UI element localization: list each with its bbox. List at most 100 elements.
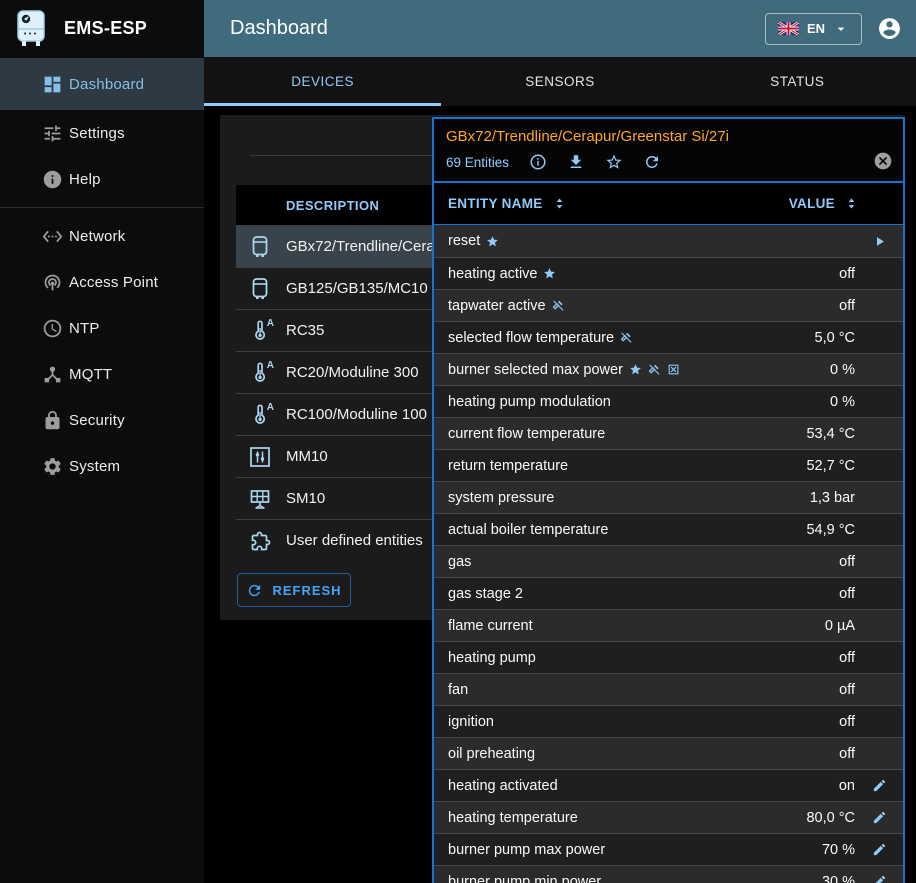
entity-row-heating-activated[interactable]: heating activated on [434, 769, 903, 801]
sidebar-item-help[interactable]: Help [0, 156, 204, 202]
sidebar-item-label: System [69, 457, 121, 475]
edit-icon[interactable] [872, 810, 887, 825]
download-icon[interactable] [567, 153, 585, 171]
entity-name: heating pump [448, 649, 536, 666]
solar-icon [250, 489, 270, 509]
refresh-icon [249, 584, 261, 596]
entity-row-current-flow-temperature: current flow temperature 53,4 °C [434, 417, 903, 449]
star-icon [629, 364, 641, 375]
entity-value: off [839, 649, 855, 666]
entities-count: 69 Entities [446, 154, 510, 170]
device-title: GBx72/Trendline/Cerapur/Greenstar Si/27i [446, 128, 729, 145]
lock-icon [45, 410, 60, 429]
refresh-icon[interactable] [643, 153, 661, 171]
entity-row-heating-temperature[interactable]: heating temperature 80,0 °C [434, 801, 903, 833]
entity-name-column-label: ENTITY NAME [448, 196, 543, 211]
ethernet-icon [42, 230, 63, 242]
sidebar-item-system[interactable]: System [0, 443, 204, 489]
entity-row-tapwater-active: tapwater active off [434, 289, 903, 321]
entity-name: ignition [448, 713, 494, 730]
sidebar-item-network[interactable]: Network [0, 213, 204, 259]
entity-value: on [838, 777, 855, 794]
tab-sensors[interactable]: SENSORS [441, 57, 678, 106]
entity-row-fan: fan off [434, 673, 903, 705]
info-icon[interactable] [529, 153, 547, 171]
sidebar-item-label: Network [69, 227, 126, 245]
sidebar-item-ntp[interactable]: NTP [0, 305, 204, 351]
entity-name: return temperature [448, 457, 569, 474]
sidebar-nav: Dashboard Settings Help Network Access P… [0, 58, 204, 489]
entity-name: heating pump modulation [448, 393, 611, 410]
entity-value: 0 % [830, 393, 855, 410]
tab-devices[interactable]: DEVICES [204, 57, 442, 106]
value-column-label: VALUE [788, 196, 835, 211]
wifi-tethering-icon [44, 274, 61, 290]
gear-icon [44, 457, 61, 475]
device-name: User defined entities [286, 532, 423, 549]
sidebar-item-label: Dashboard [69, 75, 145, 93]
tab-label: DEVICES [291, 74, 355, 89]
star-icon [544, 268, 556, 279]
refresh-button[interactable]: REFRESH [237, 573, 351, 607]
entity-row-heating-pump: heating pump off [434, 641, 903, 673]
entity-value: 30 % [821, 873, 855, 883]
edit-icon[interactable] [872, 778, 887, 793]
sort-by-name[interactable]: ENTITY NAME [448, 196, 567, 211]
entity-value: 0 % [830, 361, 855, 378]
entity-table-header: ENTITY NAME VALUE [434, 183, 903, 225]
language-selector[interactable]: EN [764, 12, 862, 45]
sidebar-item-security[interactable]: Security [0, 397, 204, 443]
tab-status[interactable]: STATUS [679, 57, 916, 106]
star-outline-icon[interactable] [605, 153, 623, 171]
sidebar-item-mqtt[interactable]: MQTT [0, 351, 204, 397]
entity-value: 0 µA [824, 617, 855, 634]
sort-by-value[interactable]: VALUE [789, 196, 859, 211]
entity-name: tapwater active [448, 298, 565, 314]
entity-value: 5,0 °C [814, 329, 855, 346]
entity-table-body: reset heating active off tapwater active… [434, 225, 903, 883]
entity-row-actual-boiler-temperature: actual boiler temperature 54,9 °C [434, 513, 903, 545]
entity-name: flame current [448, 617, 533, 634]
entity-row-reset[interactable]: reset [434, 225, 903, 257]
mixer-icon [250, 446, 270, 467]
entity-name: heating temperature [448, 809, 578, 826]
edit-icon[interactable] [872, 842, 887, 857]
info-icon [43, 170, 62, 188]
entity-row-burner-pump-max-power[interactable]: burner pump max power 70 % [434, 833, 903, 865]
sidebar-item-dashboard[interactable]: Dashboard [0, 58, 204, 110]
device-name: RC100/Moduline 100 [286, 406, 427, 423]
entity-value: off [839, 745, 855, 762]
sidebar-item-settings[interactable]: Settings [0, 110, 204, 156]
entity-value: off [839, 297, 855, 314]
appbar: Dashboard EN [204, 0, 916, 57]
thermostat-icon [255, 319, 266, 340]
sidebar-item-label: Access Point [69, 273, 159, 291]
edit-icon[interactable] [872, 874, 887, 883]
entity-action [855, 874, 903, 883]
entity-value: 1,3 bar [809, 489, 855, 506]
close-icon[interactable] [873, 151, 893, 171]
sidebar-item-label: Settings [69, 124, 125, 142]
sidebar-item-access-point[interactable]: Access Point [0, 259, 204, 305]
chevron-down-icon [837, 27, 845, 31]
entity-row-heating-pump-modulation: heating pump modulation 0 % [434, 385, 903, 417]
device-name: MM10 [286, 448, 328, 465]
entity-value: off [839, 265, 855, 282]
sidebar-item-label: NTP [69, 319, 100, 337]
entity-name: system pressure [448, 489, 555, 506]
device-name: SM10 [286, 490, 326, 507]
entity-name: actual boiler temperature [448, 521, 609, 538]
run-command-icon[interactable] [872, 234, 887, 249]
hub-icon [44, 366, 61, 382]
sidebar: EMS-ESP Dashboard Settings Help Network … [0, 0, 204, 883]
entity-row-gas: gas off [434, 545, 903, 577]
entity-name: reset [448, 233, 499, 249]
boiler-icon [252, 235, 268, 257]
entity-row-flame-current: flame current 0 µA [434, 609, 903, 641]
entity-row-burner-pump-min-power[interactable]: burner pump min power 30 % [434, 865, 903, 883]
entity-value: 52,7 °C [806, 457, 855, 474]
clock-icon [43, 319, 62, 337]
puzzle-icon [251, 531, 271, 550]
entity-name: oil preheating [448, 745, 536, 762]
account-icon[interactable] [877, 16, 902, 41]
